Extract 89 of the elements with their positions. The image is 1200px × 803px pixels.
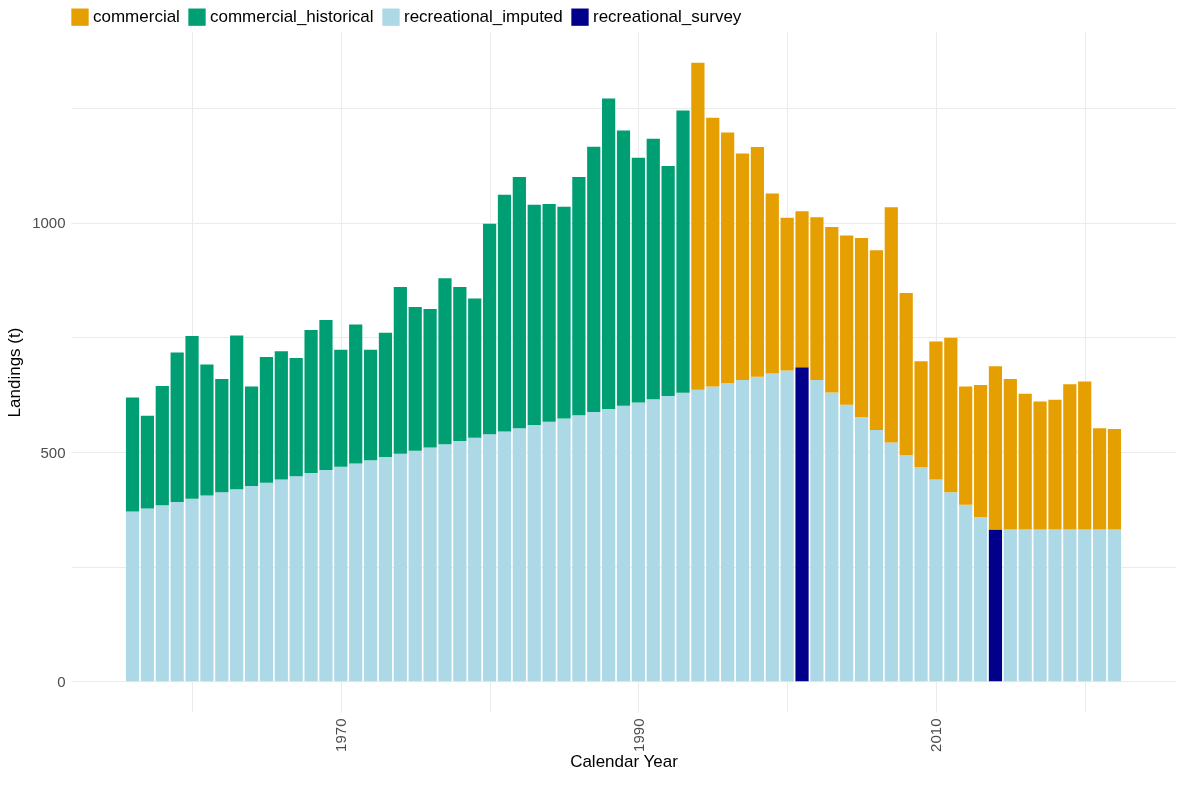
bar xyxy=(840,404,854,682)
bar xyxy=(587,146,601,413)
bar xyxy=(244,485,259,682)
bar xyxy=(602,98,616,409)
bar xyxy=(1003,529,1017,682)
bar xyxy=(349,324,363,464)
x-tick-label: 1970 xyxy=(332,718,350,752)
bar xyxy=(259,482,274,682)
x-axis-title: Calendar Year xyxy=(570,751,679,771)
bar xyxy=(274,479,288,682)
bar xyxy=(363,460,378,682)
bar xyxy=(988,529,1003,682)
y-axis-title: Landings (t) xyxy=(5,327,25,418)
bar xyxy=(721,132,735,384)
legend-label: recreational_survey xyxy=(593,7,742,27)
bar xyxy=(512,176,526,429)
bar xyxy=(155,385,169,506)
bar xyxy=(1092,529,1107,682)
bar xyxy=(869,250,884,430)
bar xyxy=(616,130,631,406)
bar xyxy=(230,335,244,490)
bar xyxy=(1107,429,1122,530)
bar xyxy=(230,489,244,682)
legend-label: commercial xyxy=(93,7,180,27)
bar xyxy=(125,511,140,682)
bar xyxy=(631,157,645,403)
y-tick-label: 500 xyxy=(40,443,66,461)
bar xyxy=(884,442,898,682)
bar xyxy=(1078,381,1092,530)
bar xyxy=(959,386,973,505)
bar xyxy=(765,193,779,374)
bar xyxy=(854,237,869,418)
bar xyxy=(349,463,363,682)
bar xyxy=(497,194,512,432)
bar xyxy=(393,286,407,454)
bar xyxy=(378,332,393,458)
bar xyxy=(244,386,259,486)
bar xyxy=(988,366,1003,530)
bar xyxy=(735,153,750,381)
bar xyxy=(765,373,779,682)
legend-label: commercial_historical xyxy=(210,7,374,27)
bar xyxy=(587,412,601,682)
bar xyxy=(1003,379,1017,530)
bar xyxy=(393,453,407,682)
bar xyxy=(869,430,884,682)
bar xyxy=(1107,529,1122,682)
bar xyxy=(497,431,512,682)
bar xyxy=(973,385,988,518)
bar xyxy=(527,424,541,682)
bar xyxy=(706,386,720,682)
bar xyxy=(646,399,660,682)
bar xyxy=(795,367,809,682)
y-tick-label: 1000 xyxy=(32,214,66,232)
bar xyxy=(482,223,497,435)
bar xyxy=(616,405,631,682)
bar xyxy=(468,298,482,438)
x-tick-label: 1990 xyxy=(629,718,647,752)
bar xyxy=(274,351,288,480)
bar xyxy=(631,402,645,682)
x-tick-label: 2010 xyxy=(927,718,945,752)
bar xyxy=(363,349,378,461)
bar xyxy=(1092,428,1107,530)
bar xyxy=(512,428,526,682)
bar xyxy=(959,504,973,682)
bar xyxy=(602,408,616,682)
bar xyxy=(646,138,660,400)
bar xyxy=(854,417,869,682)
bar xyxy=(750,147,765,377)
bar xyxy=(884,207,898,443)
bar xyxy=(468,437,482,682)
bar xyxy=(840,235,854,405)
bar xyxy=(735,380,750,682)
bar xyxy=(1078,529,1092,682)
bar xyxy=(691,62,705,390)
bar xyxy=(482,434,497,682)
bar xyxy=(527,204,541,425)
bar xyxy=(140,508,155,682)
bar xyxy=(155,505,169,682)
bar xyxy=(721,383,735,682)
bar xyxy=(750,376,765,682)
bar xyxy=(259,357,274,483)
bar xyxy=(973,517,988,682)
bar xyxy=(706,117,720,387)
bar xyxy=(125,397,140,512)
y-tick-label: 0 xyxy=(57,672,66,690)
bar xyxy=(780,370,794,682)
bar xyxy=(140,415,155,509)
bar xyxy=(378,457,393,682)
legend-label: recreational_imputed xyxy=(404,7,563,27)
